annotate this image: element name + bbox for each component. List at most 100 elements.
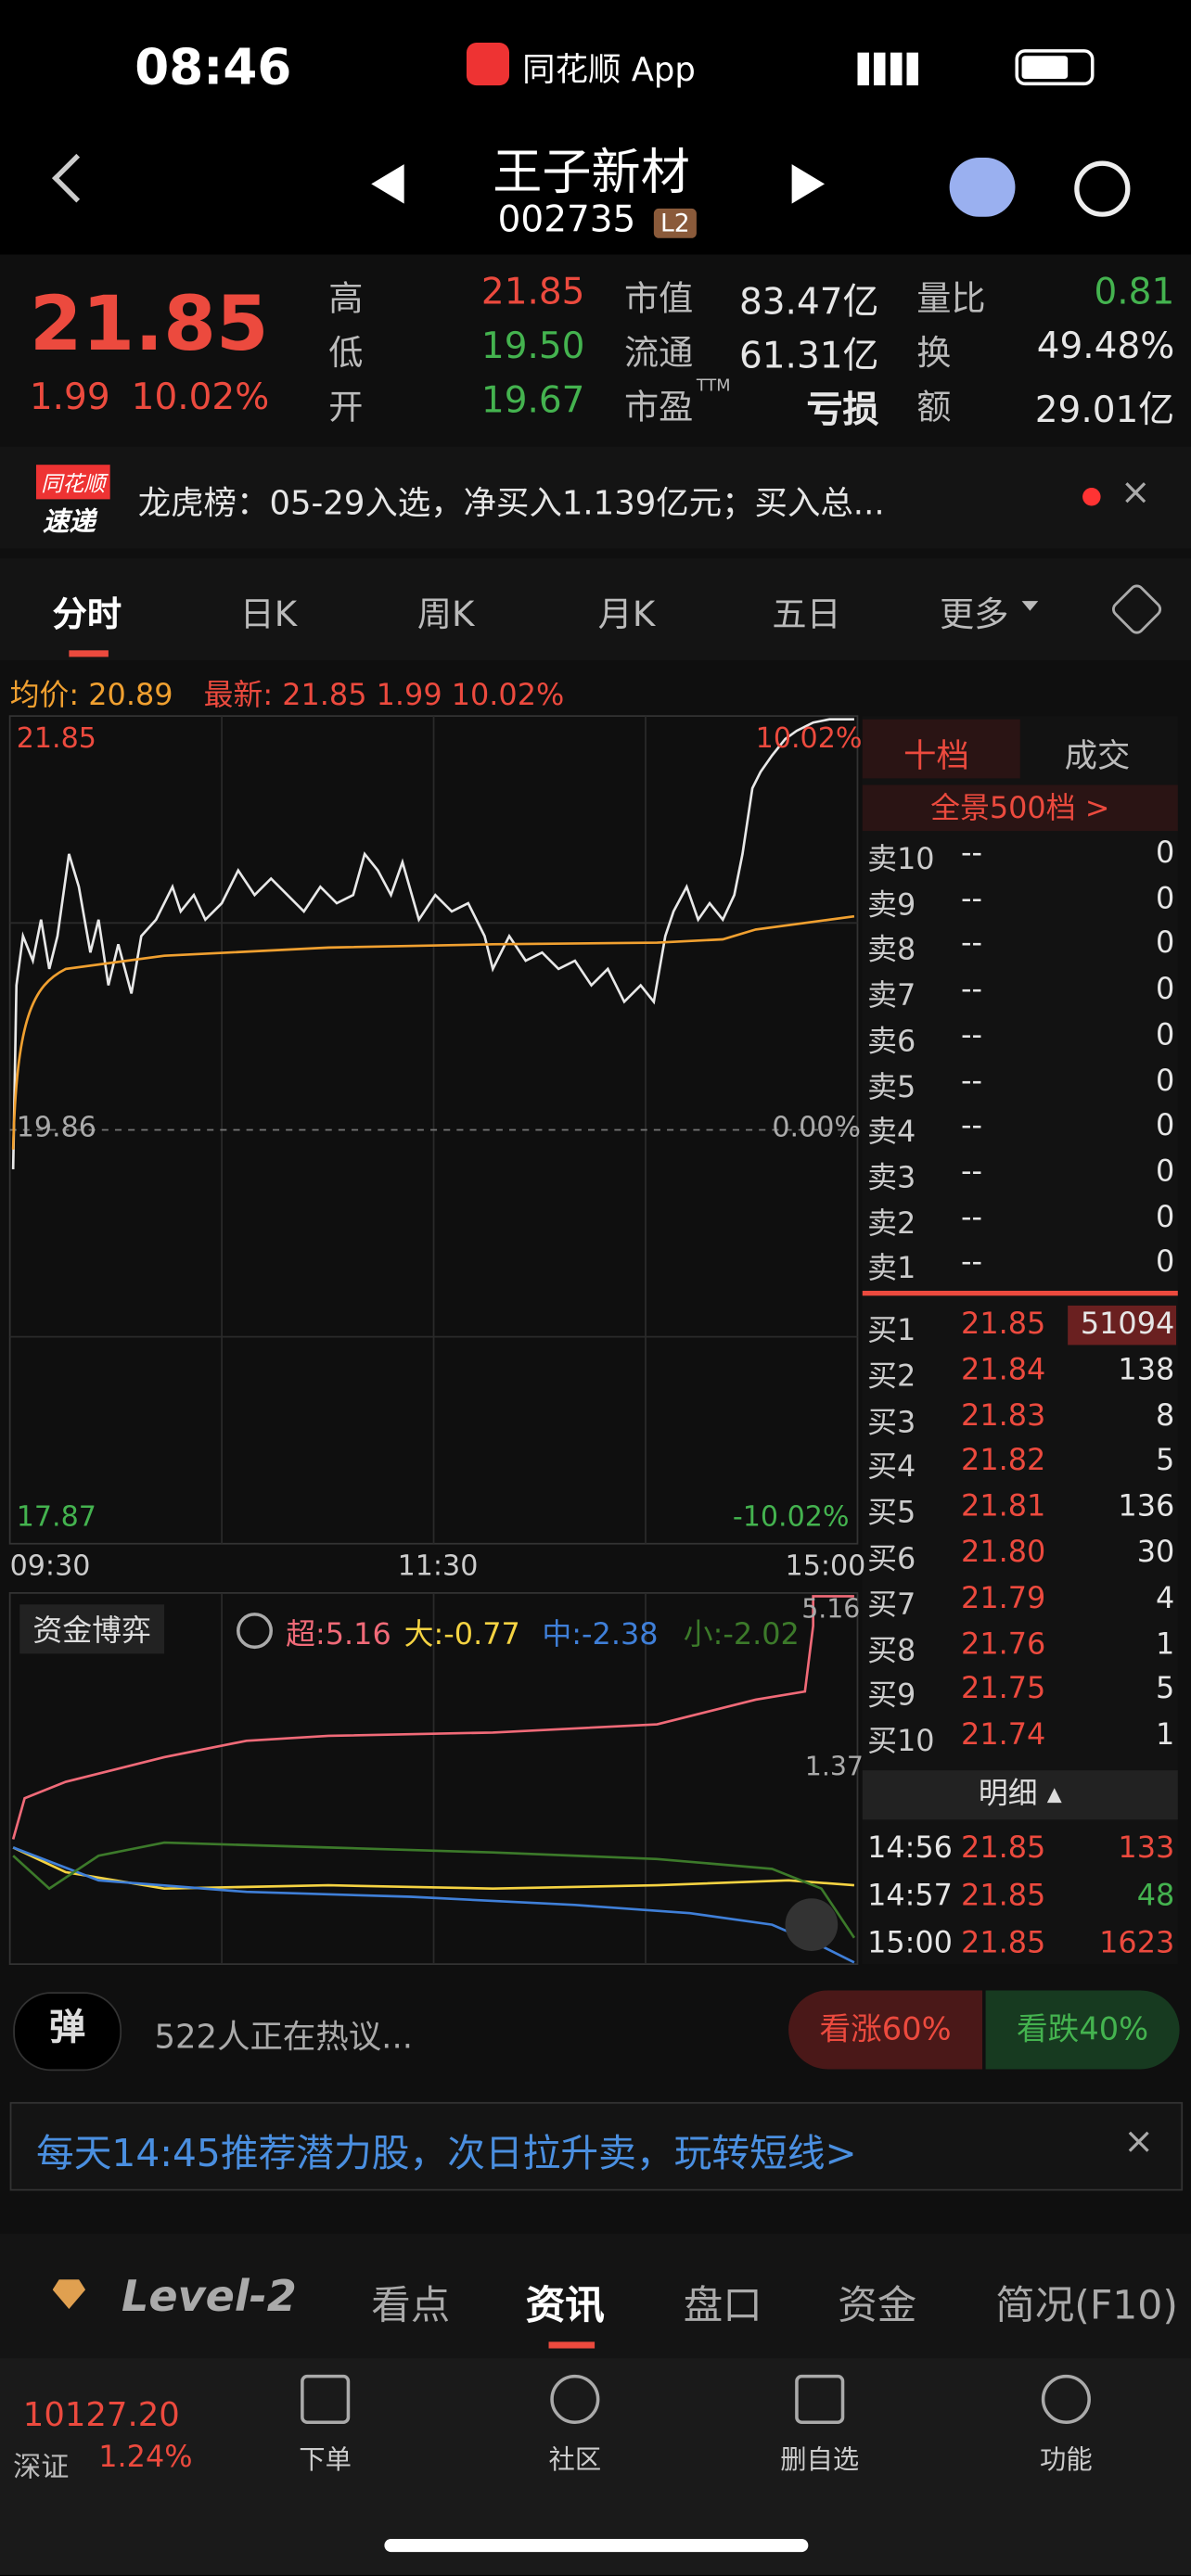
avg-line bbox=[11, 914, 855, 1150]
chart-tab[interactable]: 周K bbox=[416, 594, 475, 634]
stat-label: 开 bbox=[328, 387, 364, 427]
buy-volume: 138 bbox=[1118, 1352, 1175, 1388]
help-icon[interactable] bbox=[237, 1613, 273, 1650]
bottom-tab[interactable]: 简况(F10) bbox=[995, 2282, 1178, 2329]
bottom-tab[interactable]: 资讯 bbox=[525, 2282, 605, 2329]
trade-volume: 133 bbox=[1118, 1830, 1175, 1866]
trade-time: 14:57 bbox=[867, 1879, 953, 1914]
sell-volume: 0 bbox=[1155, 1199, 1175, 1235]
book-tab-active[interactable] bbox=[862, 719, 1020, 779]
buy-price: 21.75 bbox=[961, 1672, 1046, 1707]
bull-vote[interactable]: 看涨60% bbox=[788, 1990, 983, 2070]
axis-low-price: 17.87 bbox=[16, 1500, 96, 1535]
sell-price: -- bbox=[961, 1154, 983, 1190]
stat-value: 49.48% bbox=[1036, 326, 1175, 368]
more-caret bbox=[1021, 601, 1039, 611]
nav-icon[interactable] bbox=[1041, 2374, 1091, 2424]
buy-price: 21.80 bbox=[961, 1535, 1046, 1571]
bottom-tab[interactable]: 资金 bbox=[838, 2282, 917, 2329]
chart-tab[interactable]: 更多 bbox=[940, 594, 1009, 634]
fullscreen-button[interactable] bbox=[785, 1898, 839, 1951]
prev-stock[interactable] bbox=[371, 164, 404, 204]
buy-level: 买7 bbox=[867, 1588, 916, 1623]
sell-level: 卖1 bbox=[867, 1252, 916, 1287]
index-value[interactable]: 10127.20 bbox=[22, 2394, 180, 2434]
chart-tab[interactable]: 分时 bbox=[52, 594, 122, 634]
stock-name: 王子新材 bbox=[493, 144, 690, 202]
news-close[interactable]: × bbox=[1120, 473, 1151, 515]
search-icon[interactable] bbox=[1074, 160, 1131, 217]
sell-level: 卖4 bbox=[867, 1115, 916, 1151]
tab-bar bbox=[0, 558, 1191, 660]
bottom-tab-bar bbox=[0, 2233, 1191, 2359]
sell-level: 卖5 bbox=[867, 1069, 916, 1104]
promo-banner[interactable] bbox=[9, 2101, 1184, 2191]
buy-volume: 136 bbox=[1118, 1489, 1175, 1524]
axis-top-price: 21.85 bbox=[16, 722, 96, 756]
buy-level: 买6 bbox=[867, 1541, 916, 1577]
stat-value: 21.85 bbox=[480, 272, 585, 314]
sell-price: -- bbox=[961, 835, 983, 871]
clock: 08:46 bbox=[134, 39, 292, 97]
battery-icon bbox=[1015, 49, 1095, 86]
bear-vote[interactable]: 看跌40% bbox=[985, 1990, 1180, 2070]
chart-tab[interactable]: 月K bbox=[597, 594, 656, 634]
bottom-tab[interactable]: 看点 bbox=[371, 2282, 451, 2329]
nav-icon[interactable] bbox=[301, 2374, 351, 2424]
axis-low-pct: -10.02% bbox=[732, 1500, 850, 1535]
buy-volume: 5 bbox=[1155, 1444, 1175, 1479]
price-change-pct: 10.02% bbox=[131, 377, 270, 419]
fund-small: 小:-2.02 bbox=[683, 1617, 800, 1652]
stat-label: 量比 bbox=[916, 279, 986, 319]
danmaku-button[interactable]: 弹 bbox=[13, 1992, 122, 2072]
stat-label: 额 bbox=[916, 387, 952, 427]
stat-value: 29.01亿 bbox=[1034, 390, 1175, 432]
nav-icon[interactable] bbox=[550, 2374, 600, 2424]
buy-price: 21.82 bbox=[961, 1444, 1046, 1479]
sell-volume: 0 bbox=[1155, 1154, 1175, 1190]
sell-price: -- bbox=[961, 1063, 983, 1098]
trade-price: 21.85 bbox=[961, 1879, 1046, 1914]
fund-medium: 中:-2.38 bbox=[542, 1617, 659, 1652]
nav-label[interactable]: 删自选 bbox=[780, 2443, 860, 2475]
assistant-icon[interactable] bbox=[949, 158, 1016, 217]
tab-indicator bbox=[69, 650, 109, 657]
buy-volume: 1 bbox=[1155, 1626, 1175, 1662]
avg-price-label: 均价: 20.89 bbox=[9, 678, 173, 713]
discussion-text[interactable]: 522人正在热议... bbox=[154, 2016, 413, 2057]
level-badge: L2 bbox=[653, 208, 697, 238]
fund-selector[interactable]: 资金博弈 bbox=[19, 1604, 165, 1654]
buy-level: 买10 bbox=[867, 1724, 935, 1760]
book-tab[interactable]: 十档 bbox=[903, 735, 969, 775]
news-badge-top: 同花顺 bbox=[35, 465, 110, 500]
news-badge-bottom: 速递 bbox=[43, 505, 96, 538]
bottom-tab-indicator bbox=[548, 2341, 596, 2349]
sell-volume: 0 bbox=[1155, 1244, 1175, 1281]
sell-volume: 0 bbox=[1155, 1108, 1175, 1143]
chart-tab[interactable]: 五日 bbox=[772, 594, 841, 634]
nav-label[interactable]: 社区 bbox=[548, 2443, 602, 2475]
buy-volume: 30 bbox=[1136, 1535, 1175, 1571]
bottom-tab[interactable]: Level-2 bbox=[122, 2273, 297, 2323]
panorama-link[interactable]: 全景500档 > bbox=[862, 784, 1178, 832]
next-stock[interactable] bbox=[791, 164, 826, 204]
promo-close[interactable]: × bbox=[1123, 2122, 1155, 2163]
axis-mid-pct: 0.00% bbox=[772, 1111, 862, 1145]
bottom-tab[interactable]: 盘口 bbox=[683, 2282, 762, 2329]
news-bar[interactable] bbox=[0, 446, 1191, 549]
buy-price: 21.85 bbox=[961, 1307, 1046, 1342]
buy-volume: 4 bbox=[1155, 1581, 1175, 1616]
chart-tab[interactable]: 日K bbox=[239, 594, 298, 634]
detail-header[interactable]: 明细 ▴ bbox=[862, 1770, 1178, 1820]
buy-level: 买1 bbox=[867, 1313, 916, 1348]
nav-label[interactable]: 下单 bbox=[299, 2443, 352, 2475]
time-label: 15:00 bbox=[785, 1549, 866, 1584]
buy-volume: 5 bbox=[1155, 1672, 1175, 1707]
sell-volume: 0 bbox=[1155, 881, 1175, 916]
stat-label: 市值 bbox=[623, 279, 694, 319]
book-tab[interactable]: 成交 bbox=[1064, 735, 1131, 775]
sell-price: -- bbox=[961, 926, 983, 962]
nav-icon[interactable] bbox=[795, 2374, 845, 2424]
nav-label[interactable]: 功能 bbox=[1040, 2443, 1093, 2475]
buy-price: 21.81 bbox=[961, 1489, 1046, 1524]
